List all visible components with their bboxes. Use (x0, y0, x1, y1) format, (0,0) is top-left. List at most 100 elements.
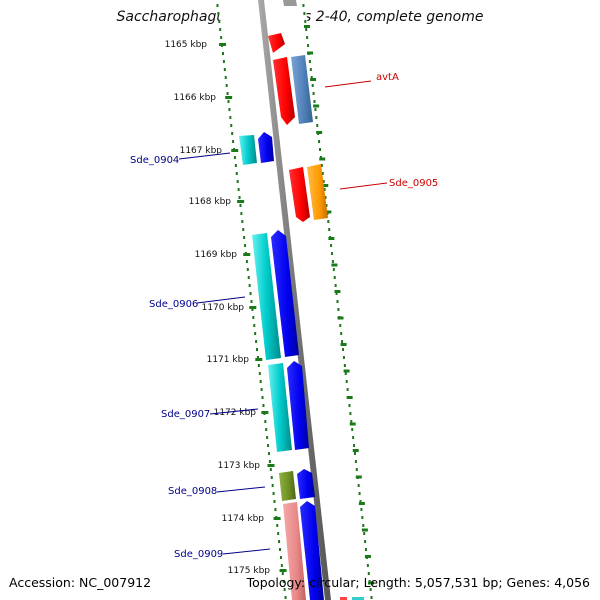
guide-dot (318, 140, 321, 143)
guide-dot (279, 548, 282, 551)
guide-dot (307, 44, 310, 47)
guide-dot (314, 108, 317, 111)
guide-dot (254, 332, 257, 335)
guide-dot (232, 140, 235, 143)
leader-line-sde0907 (209, 408, 259, 415)
gene-block-steelblue (291, 55, 313, 124)
guide-dot (267, 452, 270, 455)
guide-dot (344, 372, 347, 375)
guide-dot (341, 340, 344, 343)
guide-dot (252, 316, 255, 319)
gene-label-sde0904: Sde_0904 (130, 155, 179, 166)
gene-features (239, 33, 364, 600)
guide-dot (246, 268, 249, 271)
tick-label: 1170 kbp (202, 303, 245, 313)
guide-dot (328, 228, 331, 231)
guide-dot (221, 52, 224, 55)
gene-label-sde0905: Sde_0905 (389, 178, 438, 189)
guide-dot (250, 300, 253, 303)
gene-block-cyan-0904 (239, 135, 257, 165)
guide-dot (332, 268, 335, 271)
guide-dot (229, 116, 232, 119)
guide-dot (322, 180, 325, 183)
feature-stub-top (283, 0, 297, 6)
guide-dot (273, 500, 276, 503)
major-tick (279, 569, 287, 572)
guide-dot (253, 324, 256, 327)
guide-dot (338, 316, 341, 319)
guide-dot (327, 220, 330, 223)
guide-dot (276, 524, 279, 527)
guide-dot (220, 36, 223, 39)
guide-dot (221, 44, 224, 47)
major-tick (255, 358, 263, 361)
guide-dot (366, 564, 369, 567)
guide-dot (309, 68, 312, 71)
leader-line-sde0904 (178, 152, 231, 160)
minor-tick (319, 157, 326, 161)
guide-dot (244, 252, 247, 255)
guide-dot (238, 196, 241, 199)
guide-dot (361, 516, 364, 519)
minor-tick (337, 316, 344, 320)
guide-dot (239, 204, 242, 207)
guide-dot (282, 580, 285, 583)
guide-dot (315, 116, 318, 119)
minor-tick (358, 502, 365, 505)
minor-tick (331, 263, 338, 267)
guide-dot (226, 92, 229, 95)
guide-dot (364, 540, 367, 543)
gene-stub-bottom-cyan (352, 597, 364, 600)
guide-dot (270, 476, 273, 479)
guide-dot (223, 68, 226, 71)
guide-dot (280, 564, 283, 567)
leader-line-avtA (324, 80, 372, 88)
minor-tick (349, 422, 356, 426)
guide-dot (243, 236, 246, 239)
guide-dot (346, 388, 349, 391)
guide-dot (358, 492, 361, 495)
gene-arrow-blue-0904 (258, 132, 274, 163)
minor-tick (328, 237, 335, 240)
guide-dot (256, 356, 259, 359)
gene-arrow-avtA (273, 57, 295, 125)
minor-tick (361, 528, 368, 532)
guide-dot (335, 292, 338, 295)
guide-dot (249, 292, 252, 295)
guide-dot (241, 220, 244, 223)
guide-dot (349, 412, 352, 415)
tick-label: 1173 kbp (218, 461, 261, 471)
guide-dot (271, 484, 274, 487)
guide-dot (224, 76, 227, 79)
major-tick (237, 200, 245, 203)
gene-block-cyan-0906 (252, 233, 281, 360)
guide-dot (342, 356, 345, 359)
gene-label-sde0909: Sde_0909 (174, 549, 223, 560)
guide-dot (321, 172, 324, 175)
minor-tick (307, 51, 314, 55)
guide-dot (233, 156, 236, 159)
guide-dot (274, 508, 277, 511)
guide-dot (325, 204, 328, 207)
gene-arrow-blue-0907 (287, 361, 309, 450)
guide-dot (367, 572, 370, 575)
tick-label: 1171 kbp (207, 355, 250, 365)
guide-dot (353, 452, 356, 455)
guide-dot (277, 532, 280, 535)
guide-dot (319, 156, 322, 159)
guide-dot (222, 60, 225, 63)
guide-dot (256, 348, 259, 351)
guide-dot (369, 588, 372, 591)
major-tick (249, 306, 257, 309)
guide-dot (324, 196, 327, 199)
guide-dot (303, 12, 306, 15)
guide-dot (308, 60, 311, 63)
gene-block-orange-0905 (307, 164, 328, 220)
tick-label: 1172 kbp (214, 408, 257, 418)
guide-dot (365, 548, 368, 551)
guide-dot (368, 580, 371, 583)
minor-tick (334, 290, 341, 293)
guide-dot (323, 188, 326, 191)
gene-arrow-blue-0909 (300, 501, 324, 600)
leader-line-sde0906 (196, 296, 246, 304)
